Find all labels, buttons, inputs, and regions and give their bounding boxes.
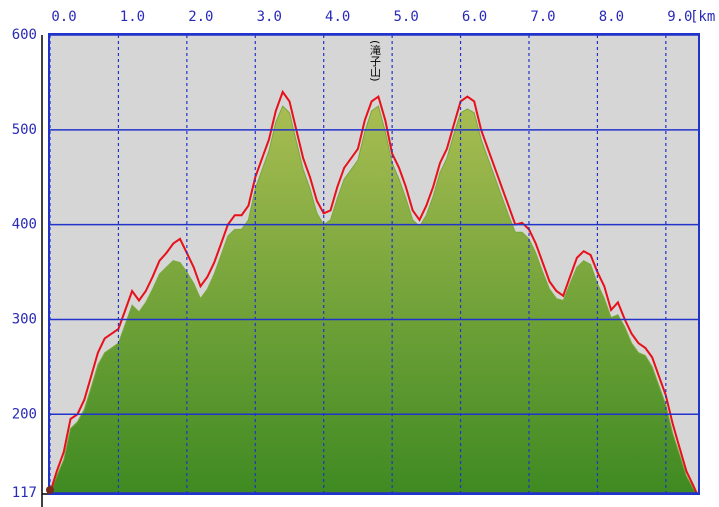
plot-border	[48, 33, 700, 495]
x-tick-label: 9.0	[667, 9, 692, 25]
y-tick-label: 500	[12, 122, 37, 138]
start-marker	[46, 486, 54, 494]
x-tick-label: 4.0	[325, 9, 350, 25]
terrain-area	[49, 105, 698, 494]
x-tick-label: 6.0	[462, 9, 487, 25]
y-tick-label: 600	[12, 27, 37, 43]
x-tick-label: 2.0	[188, 9, 213, 25]
y-tick-label: 300	[12, 311, 37, 327]
y-tick-label: 200	[12, 406, 37, 422]
y-tick-label: 117	[12, 485, 37, 501]
x-tick-label: 0.0	[51, 9, 76, 25]
x-tick-label: 3.0	[257, 9, 282, 25]
x-tick-label: 8.0	[599, 9, 624, 25]
x-tick-label: 1.0	[120, 9, 145, 25]
x-tick-label: 7.0	[530, 9, 555, 25]
x-tick-label: 5.0	[393, 9, 418, 25]
x-unit: [km	[690, 9, 715, 25]
route-line	[49, 89, 698, 494]
y-tick-label: 400	[12, 217, 37, 233]
peak-annotation: (滝子山)	[369, 40, 382, 82]
